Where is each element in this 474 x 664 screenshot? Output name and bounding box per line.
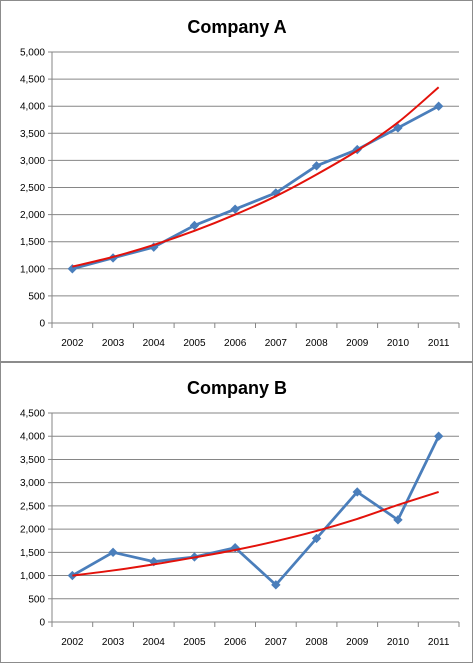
y-tick-label: 2,500 xyxy=(20,183,45,194)
data-point xyxy=(311,161,322,171)
y-tick-label: 3,500 xyxy=(20,129,45,140)
x-tick-label: 2009 xyxy=(346,338,369,349)
y-tick-label: 1,500 xyxy=(20,548,45,559)
x-tick-label: 2006 xyxy=(224,637,247,648)
y-tick-label: 0 xyxy=(39,319,45,330)
y-tick-label: 2,500 xyxy=(20,501,45,512)
y-tick-label: 0 xyxy=(39,618,45,629)
data-point xyxy=(433,101,444,111)
y-tick-label: 3,500 xyxy=(20,455,45,466)
y-tick-label: 2,000 xyxy=(20,210,45,221)
x-tick-label: 2002 xyxy=(61,338,84,349)
y-tick-label: 2,000 xyxy=(20,525,45,536)
data-point xyxy=(311,533,322,544)
y-tick-label: 500 xyxy=(28,291,45,302)
x-tick-label: 2003 xyxy=(102,338,125,349)
series-line xyxy=(71,104,440,271)
data-point xyxy=(393,123,403,133)
data-point xyxy=(189,220,200,231)
trendline xyxy=(72,491,439,577)
y-tick-label: 4,000 xyxy=(20,102,45,113)
data-point xyxy=(352,487,362,497)
x-tick-label: 2011 xyxy=(428,338,450,349)
x-tick-label: 2010 xyxy=(387,637,410,648)
x-tick-label: 2007 xyxy=(265,338,288,349)
x-tick-label: 2008 xyxy=(305,637,328,648)
x-tick-label: 2004 xyxy=(143,338,166,349)
data-point xyxy=(108,547,118,558)
x-tick-label: 2005 xyxy=(183,338,206,349)
trendline xyxy=(72,86,440,268)
y-tick-label: 500 xyxy=(28,594,45,605)
data-point xyxy=(271,580,281,590)
x-tick-label: 2003 xyxy=(102,637,125,648)
x-tick-label: 2006 xyxy=(224,338,247,349)
y-tick-label: 1,500 xyxy=(20,237,45,248)
x-tick-label: 2007 xyxy=(265,637,288,648)
x-tick-label: 2009 xyxy=(346,637,369,648)
data-point xyxy=(230,204,240,214)
series-line xyxy=(71,435,440,587)
y-tick-label: 1,000 xyxy=(20,571,45,582)
data-point xyxy=(393,515,403,525)
chart-b-plot: 0 500 1,000 1,500 2,000 2,500 3,000 3,500 4,000 4… xyxy=(20,409,460,648)
y-tick-label: 4,500 xyxy=(20,409,45,420)
x-tick-label: 2010 xyxy=(387,338,410,349)
y-tick-label: 4,000 xyxy=(20,432,45,443)
y-tick-label: 3,000 xyxy=(20,156,45,167)
chart-a-title: Company A xyxy=(187,17,286,37)
y-tick-label: 5,000 xyxy=(20,48,45,59)
chart-a-panel xyxy=(0,0,473,362)
x-tick-label: 2005 xyxy=(183,637,206,648)
x-tick-label: 2004 xyxy=(143,637,166,648)
data-point xyxy=(433,431,444,441)
y-tick-label: 3,000 xyxy=(20,478,45,489)
x-tick-label: 2002 xyxy=(61,637,84,648)
chart-b-title: Company B xyxy=(187,378,287,398)
y-tick-label: 1,000 xyxy=(20,264,45,275)
x-tick-label: 2008 xyxy=(305,338,328,349)
x-tick-label: 2011 xyxy=(428,637,450,648)
chart-a-plot: 0 500 1,000 1,500 2,000 2,500 3,000 3,500 4,000 4… xyxy=(20,48,460,349)
y-tick-label: 4,500 xyxy=(20,75,45,86)
